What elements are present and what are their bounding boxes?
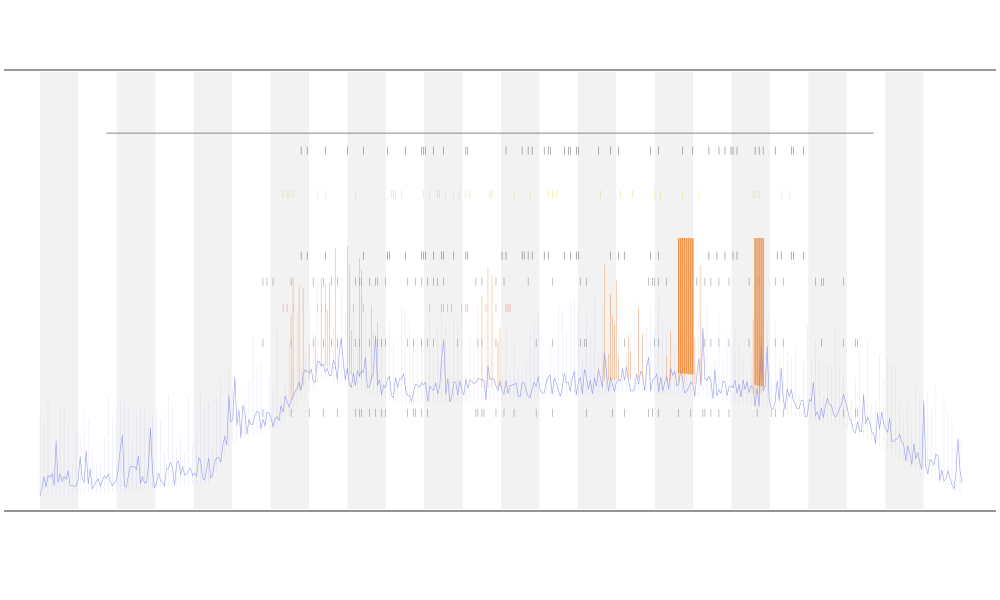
band-11 bbox=[885, 72, 924, 509]
band-9 bbox=[731, 72, 770, 509]
band-1 bbox=[116, 72, 156, 509]
band-4 bbox=[347, 72, 386, 509]
coverage-line bbox=[39, 327, 963, 496]
background-bands bbox=[40, 72, 924, 509]
band-5 bbox=[424, 72, 463, 509]
band-7 bbox=[577, 72, 617, 509]
band-0 bbox=[40, 72, 79, 509]
band-10 bbox=[808, 72, 847, 509]
band-3 bbox=[270, 72, 309, 509]
band-2 bbox=[193, 72, 233, 509]
orange-signal-series bbox=[290, 238, 764, 401]
band-6 bbox=[501, 72, 540, 509]
